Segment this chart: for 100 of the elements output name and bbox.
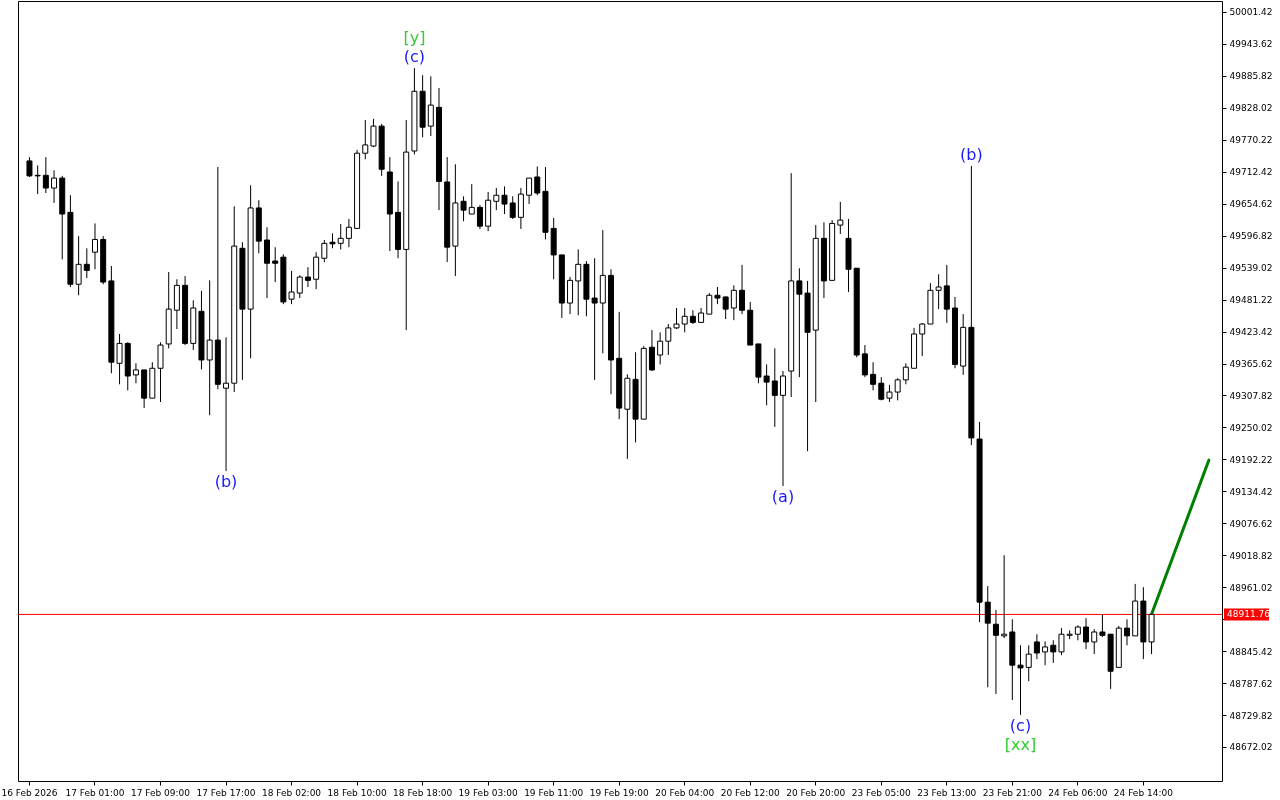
y-tick-label: 49423.42	[1229, 327, 1273, 338]
candlestick	[1033, 633, 1040, 660]
x-tick-label: 24 Feb 14:00	[1113, 787, 1174, 798]
candlestick	[476, 204, 483, 230]
candlestick	[370, 118, 377, 148]
x-tick-label: 20 Feb 20:00	[786, 787, 846, 798]
y-tick-label: 49943.62	[1229, 39, 1273, 50]
x-tick-label: 24 Feb 06:00	[1048, 787, 1108, 798]
candlestick	[1083, 617, 1090, 650]
candlestick	[706, 292, 713, 315]
candlestick	[1025, 644, 1032, 682]
candlestick	[657, 331, 664, 365]
y-tick-label: 49365.62	[1229, 359, 1273, 370]
candlestick	[919, 322, 926, 357]
candlestick	[894, 377, 901, 401]
y-tick-label: 49076.62	[1229, 518, 1273, 529]
y-tick-label: 49018.82	[1229, 550, 1273, 561]
x-tick-label: 19 Feb 03:00	[458, 787, 518, 798]
y-tick-label: 49770.22	[1229, 135, 1273, 146]
x-tick-label: 16 Feb 2026	[1, 787, 58, 798]
candlestick	[132, 362, 139, 384]
candlestick	[1050, 639, 1057, 664]
candlestick	[91, 222, 98, 270]
candlestick	[206, 279, 213, 416]
candlestick	[493, 187, 500, 211]
y-tick-label: 49134.42	[1229, 486, 1273, 497]
candlestick	[501, 185, 508, 215]
candlestick	[779, 370, 786, 487]
candlestick	[837, 201, 844, 235]
x-tick-label: 17 Feb 09:00	[130, 787, 191, 798]
annotation: (c)	[403, 47, 426, 67]
candlestick	[689, 309, 696, 325]
candlestick	[304, 266, 311, 288]
y-tick-label: 49712.42	[1229, 167, 1273, 178]
annotation: [xx]	[1004, 734, 1037, 754]
candlestick	[427, 75, 434, 137]
candlestick	[362, 119, 369, 160]
y-tick-label: 48845.42	[1229, 646, 1273, 657]
candlestick	[902, 362, 909, 385]
candlestick	[223, 336, 230, 472]
x-tick-label: 23 Feb 13:00	[917, 787, 977, 798]
candlestick	[157, 341, 164, 403]
y-tick-label: 49192.22	[1229, 454, 1273, 465]
candlestick	[509, 195, 516, 220]
x-tick-label: 20 Feb 04:00	[655, 787, 715, 798]
candlestick	[83, 247, 90, 279]
x-tick-label: 19 Feb 19:00	[589, 787, 649, 798]
x-tick-label: 18 Feb 02:00	[262, 787, 322, 798]
candlestick	[1123, 618, 1130, 646]
candlestick	[575, 248, 582, 316]
y-tick-label: 49828.02	[1229, 103, 1273, 114]
candlestick	[468, 183, 475, 215]
candlestick	[984, 585, 991, 688]
y-tick-label: 49250.02	[1229, 422, 1273, 433]
candlestick	[648, 329, 655, 372]
y-tick-label: 49654.62	[1229, 199, 1273, 210]
candlestick	[345, 218, 352, 248]
candlestick	[34, 164, 41, 195]
candlestick	[730, 284, 737, 321]
y-tick-label: 49307.82	[1229, 390, 1273, 401]
x-tick-label: 20 Feb 12:00	[720, 787, 781, 798]
x-tick-label: 23 Feb 21:00	[982, 787, 1043, 798]
candlestick	[1091, 628, 1098, 655]
x-tick-label: 17 Feb 17:00	[196, 787, 256, 798]
candlestick	[1058, 627, 1065, 656]
annotation: [y]	[403, 28, 426, 48]
candlestick	[943, 264, 950, 324]
y-tick-label: 50001.42	[1229, 7, 1273, 18]
annotation: (a)	[771, 487, 795, 507]
candlestick	[296, 274, 303, 299]
x-tick-label: 18 Feb 10:00	[327, 787, 387, 798]
x-tick-label: 23 Feb 05:00	[851, 787, 912, 798]
candlestick	[992, 609, 999, 695]
candlestick	[534, 165, 541, 196]
candlestick	[722, 295, 729, 320]
candlestick	[526, 177, 533, 205]
candlestick	[517, 187, 524, 230]
y-tick-label: 48961.02	[1229, 582, 1273, 593]
candlestick	[272, 246, 279, 283]
y-tick-label: 48729.82	[1229, 710, 1273, 721]
candlestick	[42, 156, 49, 194]
candlestick	[313, 251, 320, 290]
candlestick	[665, 323, 672, 356]
candlestick	[263, 226, 270, 299]
x-tick-label: 18 Feb 18:00	[393, 787, 453, 798]
candlestick	[870, 361, 877, 391]
candlestick	[861, 344, 868, 378]
candlestick	[26, 156, 33, 178]
candlestick	[51, 169, 58, 204]
x-tick-label: 19 Feb 11:00	[524, 787, 584, 798]
ref-line-label: 48911.76	[1227, 609, 1271, 620]
candlestick	[321, 239, 328, 263]
y-tick-label: 48672.02	[1229, 742, 1273, 753]
y-tick-label: 49596.82	[1229, 231, 1273, 242]
candlestick	[337, 223, 344, 250]
candlestick	[739, 264, 746, 315]
y-tick-label: 48787.62	[1229, 678, 1273, 689]
candlestick	[1001, 554, 1008, 639]
annotation: (b)	[960, 144, 983, 164]
candlestick	[1017, 644, 1024, 716]
